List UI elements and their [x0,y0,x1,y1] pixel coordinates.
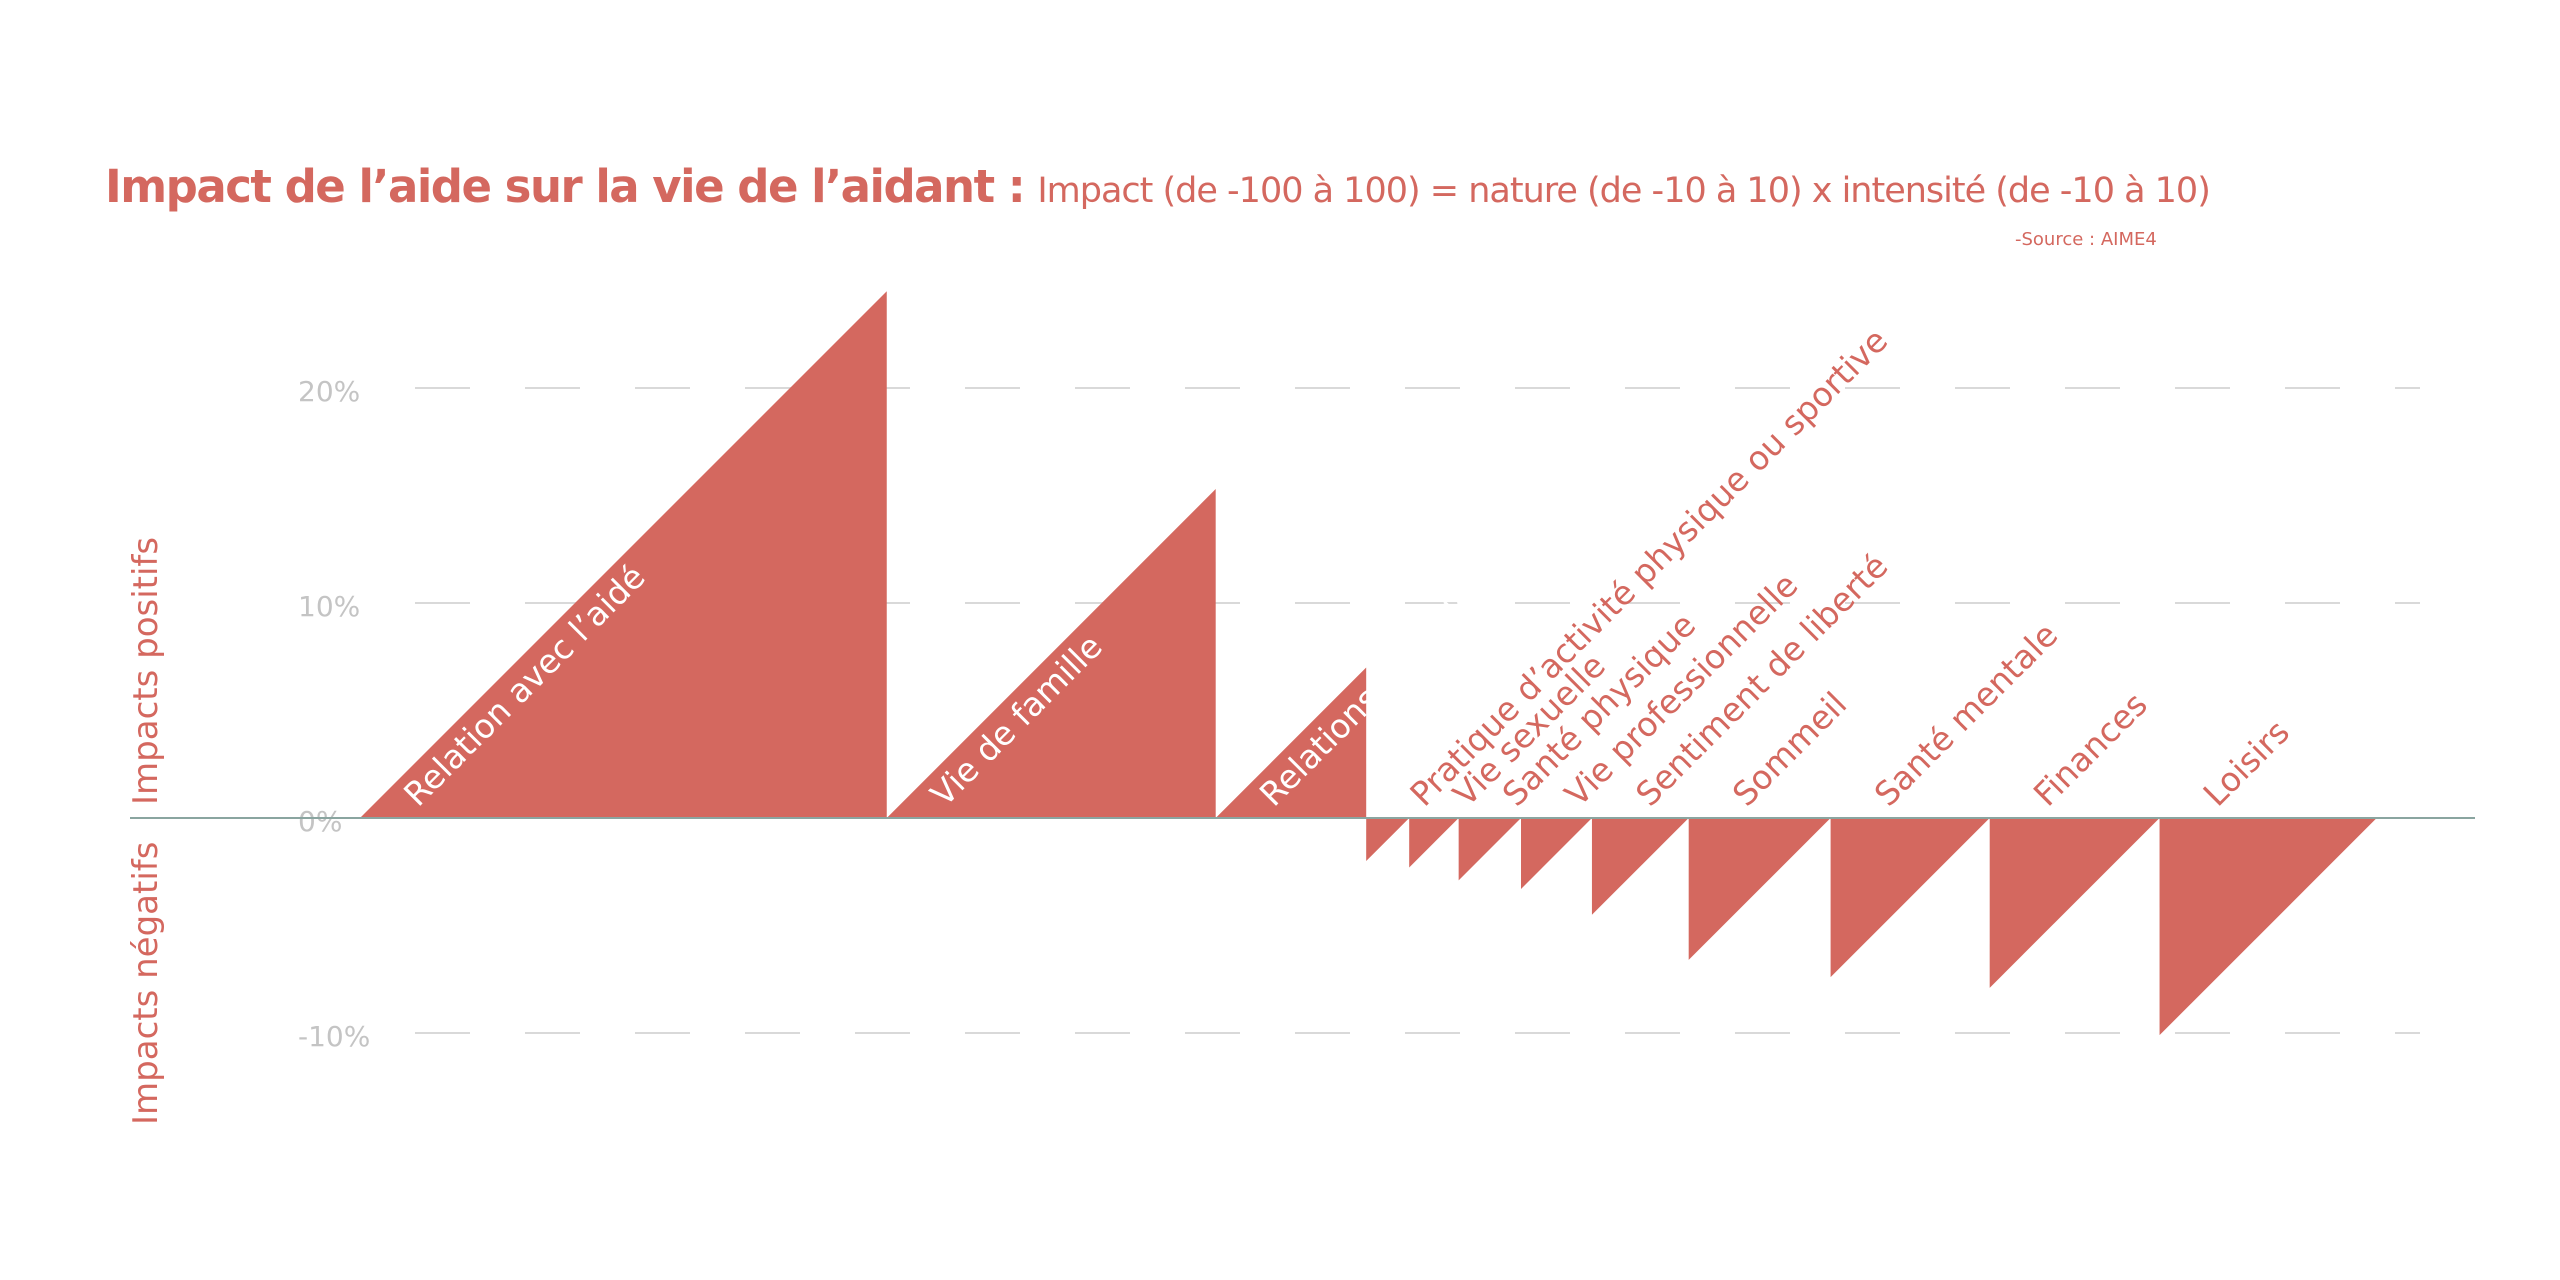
bar-8 [1591,818,1689,915]
category-label: Finances [2026,685,2155,814]
bar-10 [1830,818,1990,978]
bar-2 [886,489,1216,818]
bar-6 [1458,818,1521,881]
bar-4 [1366,818,1410,861]
bar-3 [1215,667,1367,818]
chart-header: Impact de l’aide sur la vie de l’aidant … [105,160,2211,213]
chart-title: Impact de l’aide sur la vie de l’aidant … [105,160,1026,213]
y-axis-label-negative: Impacts négatifs [126,842,166,1125]
bar-9 [1688,818,1831,960]
category-label: Loisirs [2196,712,2297,813]
bar-11 [1989,818,2160,988]
bar-7 [1521,818,1592,889]
y-tick-label: -10% [298,1020,370,1053]
bar-5 [1409,818,1459,868]
y-tick-label: 10% [298,590,360,623]
y-axis-label-positive: Impacts positifs [126,537,166,805]
series-bars [360,291,2377,1036]
bar-1 [360,291,887,818]
chart-subtitle: Impact (de -100 à 100) = nature (de -10 … [1037,171,2211,211]
chart-source: -Source : AIME4 [2015,229,2157,250]
y-tick-label: 0% [298,805,342,838]
y-tick-label: 20% [298,375,360,408]
bar-12 [2159,818,2377,1036]
